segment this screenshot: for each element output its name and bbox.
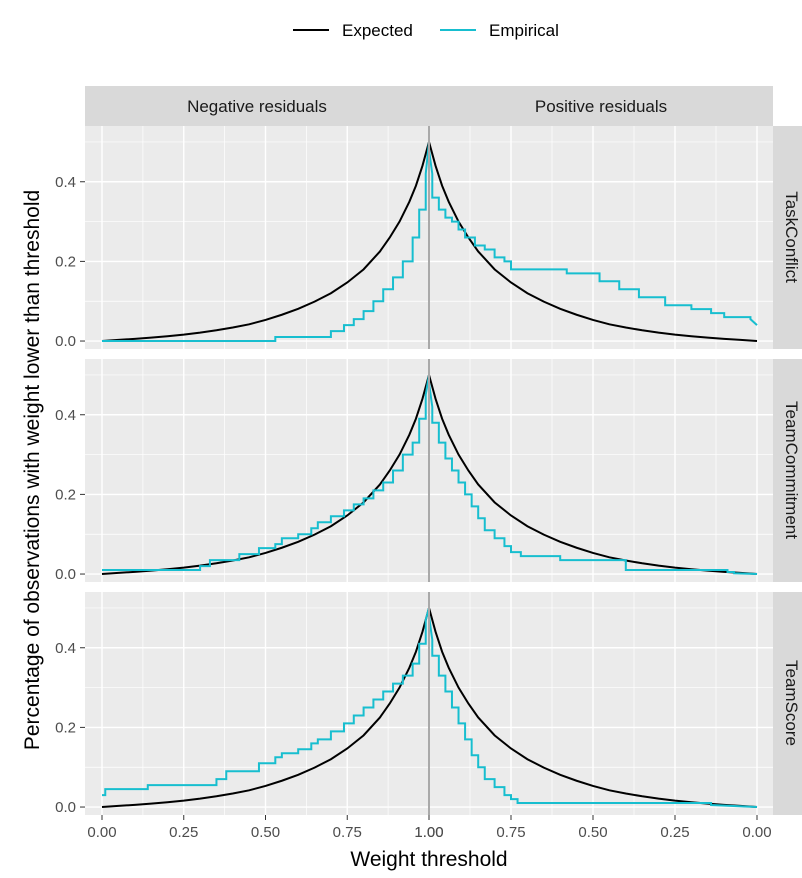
row-strip-label-taskconflict: TaskConflict: [782, 191, 801, 283]
x-tick-label: 0.00: [742, 824, 771, 841]
y-tick-label: 0.0: [55, 566, 76, 583]
x-tick-label: 0.00: [87, 824, 116, 841]
column-strip-background: [85, 86, 773, 126]
axis-layer: 0.0 0.2 0.4 0.0 0.2 0.4 0.0 0.2 0.4 0.00 0.25 0.50 0…: [55, 174, 771, 841]
x-tick-label: 1.00: [414, 824, 443, 841]
empirical-curve-positive: [428, 382, 758, 576]
legend-label-expected: Expected: [342, 21, 413, 40]
expected-curve-negative: [101, 141, 430, 343]
column-strip-negative: Negative residuals: [187, 97, 327, 116]
x-tick-label: 0.50: [251, 824, 280, 841]
empirical-curve-positive: [428, 149, 758, 326]
empirical-curve-positive: [428, 615, 758, 809]
curve-layer: [101, 126, 758, 815]
y-tick-label: 0.2: [55, 486, 76, 503]
expected-curve-positive: [428, 141, 758, 343]
y-tick-label: 0.4: [55, 407, 76, 424]
row-strip-taskconflict: [773, 126, 802, 349]
x-tick-label: 1.00: [414, 824, 443, 841]
empirical-curve-negative: [102, 374, 430, 572]
y-axis-title: Percentage of observations with weight l…: [21, 190, 44, 750]
x-tick-label: 0.25: [169, 824, 198, 841]
column-strip-positive: Positive residuals: [535, 97, 667, 116]
y-tick-label: 0.2: [55, 719, 76, 736]
empirical-curve-negative: [102, 607, 430, 797]
legend: Expected Empirical: [293, 21, 559, 40]
y-tick-label: 0.4: [55, 640, 76, 657]
y-tick-label: 0.0: [55, 333, 76, 350]
legend-label-empirical: Empirical: [489, 21, 559, 40]
empirical-curve-negative: [102, 141, 430, 343]
x-tick-label: 0.50: [578, 824, 607, 841]
row-strip-teamcommitment: [773, 359, 802, 582]
row-strip-teamscore: [773, 592, 802, 815]
y-tick-label: 0.2: [55, 253, 76, 270]
x-tick-label: 0.25: [660, 824, 689, 841]
x-axis-title: Weight threshold: [350, 848, 507, 871]
row-strip-label-teamscore: TeamScore: [782, 660, 801, 746]
y-tick-label: 0.4: [55, 174, 76, 191]
row-strip-label-teamcommitment: TeamCommitment: [782, 401, 801, 539]
x-tick-label: 0.75: [333, 824, 362, 841]
x-tick-label: 0.75: [496, 824, 525, 841]
y-tick-label: 0.0: [55, 799, 76, 816]
